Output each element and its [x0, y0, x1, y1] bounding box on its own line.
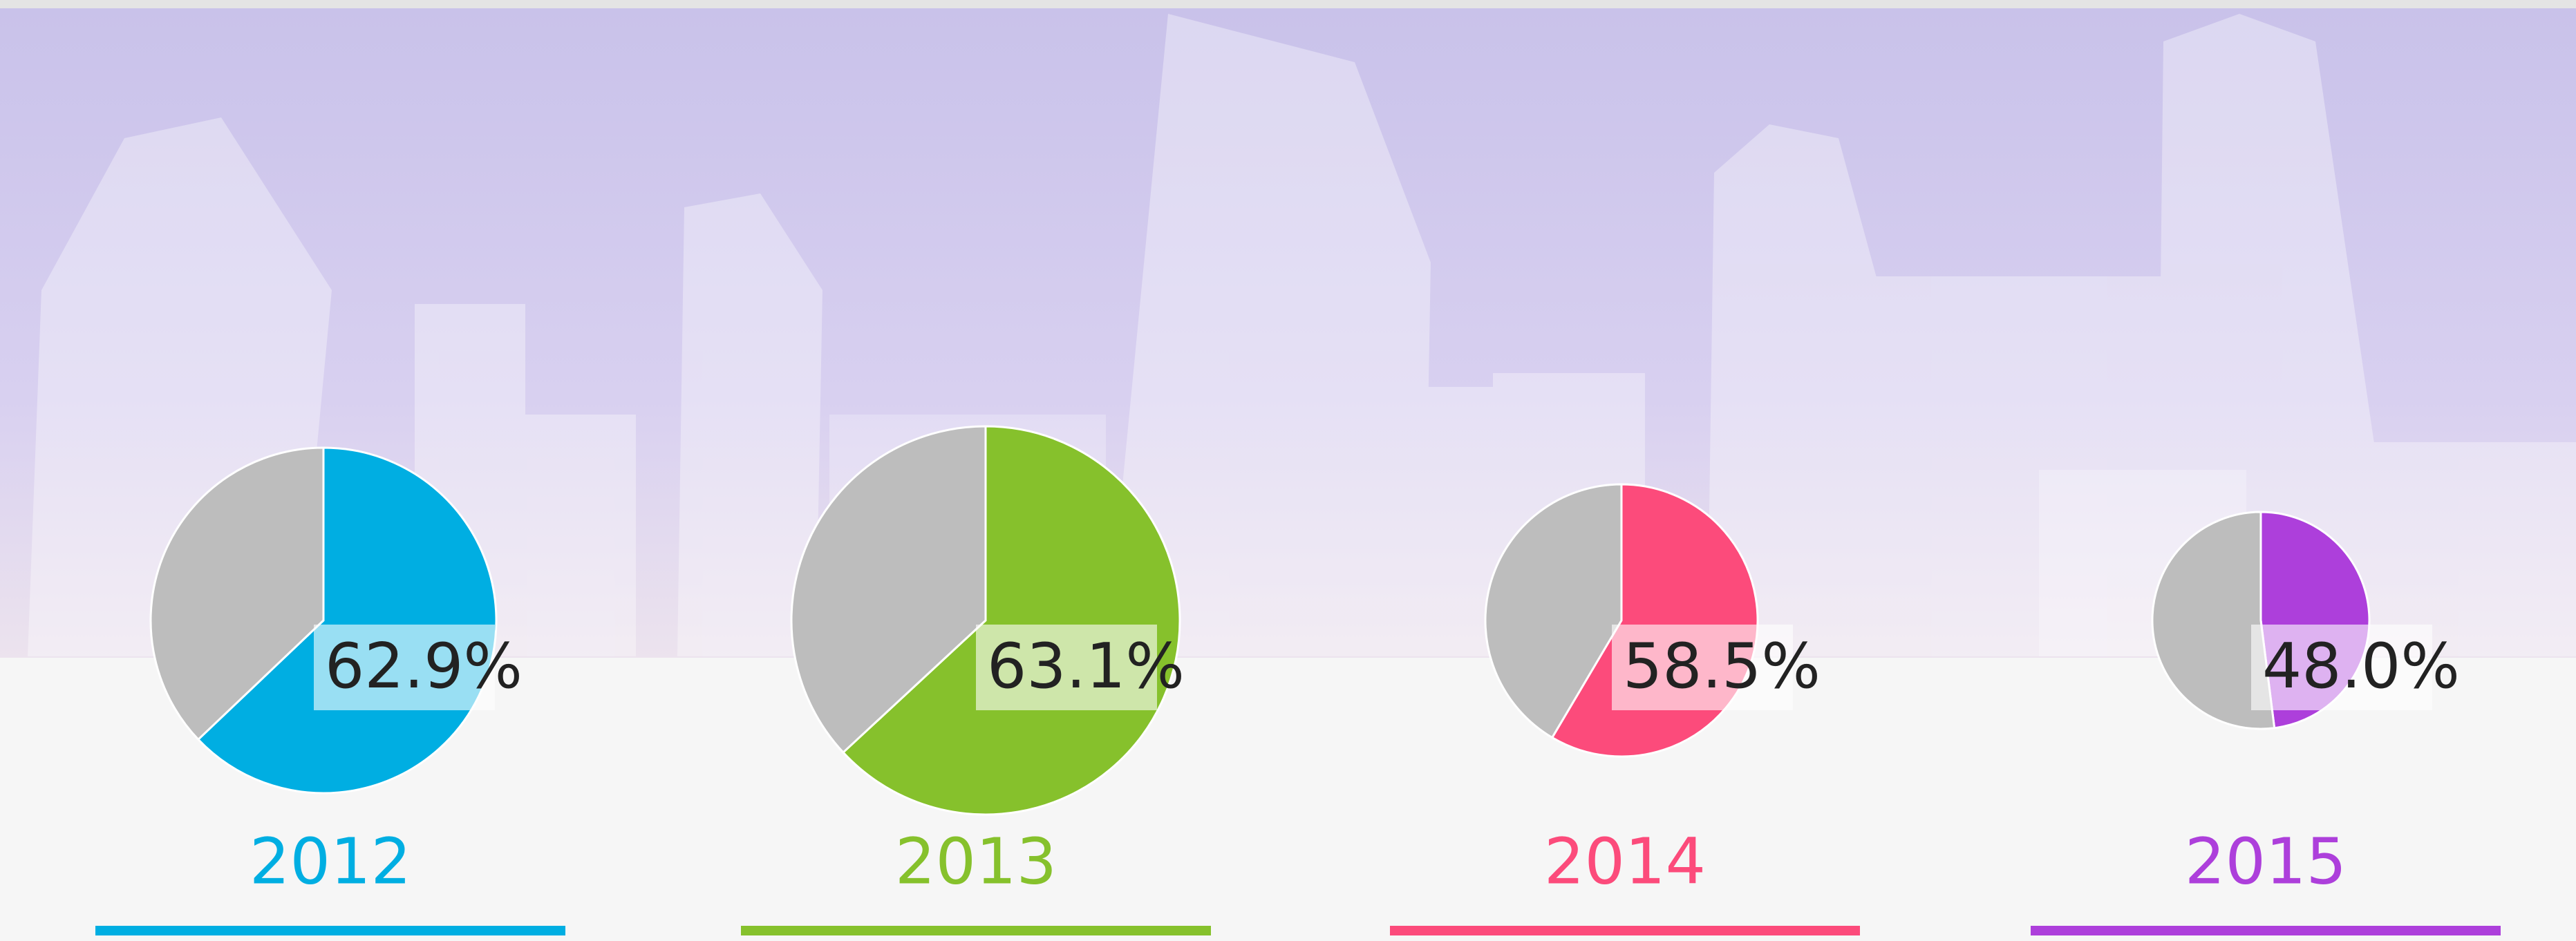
year-label: 2014	[1544, 824, 1706, 898]
value-label: 63.1%	[987, 630, 1185, 703]
year-label: 2013	[895, 824, 1057, 898]
year-underline	[95, 926, 565, 935]
value-label: 48.0%	[2262, 630, 2460, 703]
year-label: 2012	[250, 824, 411, 898]
year-underline	[2031, 926, 2501, 935]
infographic: 62.9% 2012 63.1% 2013 58.5% 2014 48.0% 2015	[0, 0, 2576, 941]
year-underline	[741, 926, 1211, 935]
year-underline	[1390, 926, 1860, 935]
year-label: 2015	[2185, 824, 2347, 898]
value-label: 62.9%	[325, 630, 523, 703]
value-label: 58.5%	[1623, 630, 1821, 703]
page: 62.9%201263.1%201358.5%201448.0%2015 (()…	[0, 0, 2576, 941]
